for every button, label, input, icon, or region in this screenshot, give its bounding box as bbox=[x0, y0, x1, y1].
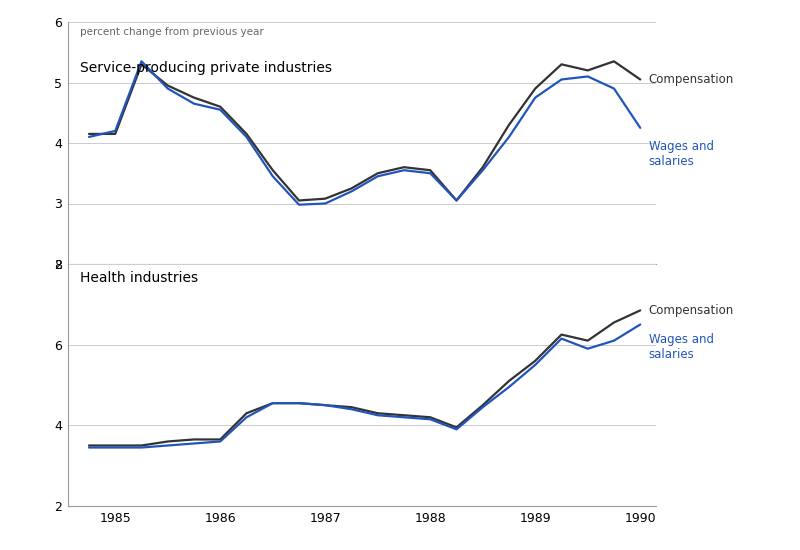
Text: percent change from previous year: percent change from previous year bbox=[80, 27, 263, 37]
Text: Health industries: Health industries bbox=[80, 271, 198, 285]
Text: Compensation: Compensation bbox=[649, 304, 734, 317]
Text: Wages and
salaries: Wages and salaries bbox=[649, 333, 714, 361]
Text: Service-producing private industries: Service-producing private industries bbox=[80, 60, 332, 75]
Text: Wages and
salaries: Wages and salaries bbox=[649, 140, 714, 168]
Text: Compensation: Compensation bbox=[649, 73, 734, 86]
